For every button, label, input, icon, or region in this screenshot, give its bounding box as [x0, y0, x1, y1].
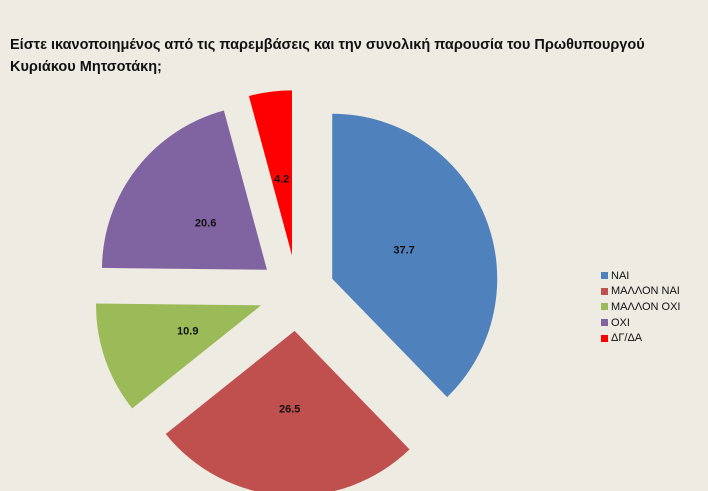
pie-slice-nai: [332, 113, 498, 398]
legend-swatch: [601, 334, 608, 342]
pie-slice-mallon-nai: [165, 330, 410, 491]
legend-label: ΜΑΛΛΟΝ ΝΑΙ: [611, 285, 680, 298]
data-label-nai: 37.7: [393, 245, 414, 257]
legend-swatch: [601, 303, 608, 311]
legend-item-mallon-oxi: ΜΑΛΛΟΝ ΟΧΙ: [601, 299, 680, 315]
pie-slice-oxi: [101, 110, 267, 270]
legend-swatch: [601, 319, 608, 327]
legend-item-oxi: ΟΧΙ: [601, 315, 680, 331]
legend-item-dg-da: ΔΓ/ΔΑ: [601, 330, 680, 346]
legend: ΝΑΙ ΜΑΛΛΟΝ ΝΑΙ ΜΑΛΛΟΝ ΟΧΙ ΟΧΙ ΔΓ/ΔΑ: [601, 268, 680, 346]
pie-slice-dg-da: [248, 90, 292, 256]
legend-swatch: [601, 272, 608, 280]
legend-label: ΜΑΛΛΟΝ ΟΧΙ: [611, 300, 681, 313]
data-label-mallon-nai: 26.5: [279, 403, 300, 415]
data-label-oxi: 20.6: [195, 217, 216, 229]
chart-title: Είστε ικανοποιημένος από τις παρεμβάσεις…: [10, 37, 645, 75]
pie-slice-mallon-oxi: [96, 303, 262, 409]
legend-label: ΔΓ/ΔΑ: [611, 332, 643, 345]
legend-swatch: [601, 287, 608, 295]
legend-item-mallon-nai: ΜΑΛΛΟΝ ΝΑΙ: [601, 284, 680, 300]
data-label-dg-da: 4.2: [274, 173, 289, 185]
legend-label: ΝΑΙ: [611, 269, 630, 282]
legend-item-nai: ΝΑΙ: [601, 268, 680, 284]
legend-label: ΟΧΙ: [611, 316, 630, 329]
data-label-mallon-oxi: 10.9: [177, 326, 198, 338]
